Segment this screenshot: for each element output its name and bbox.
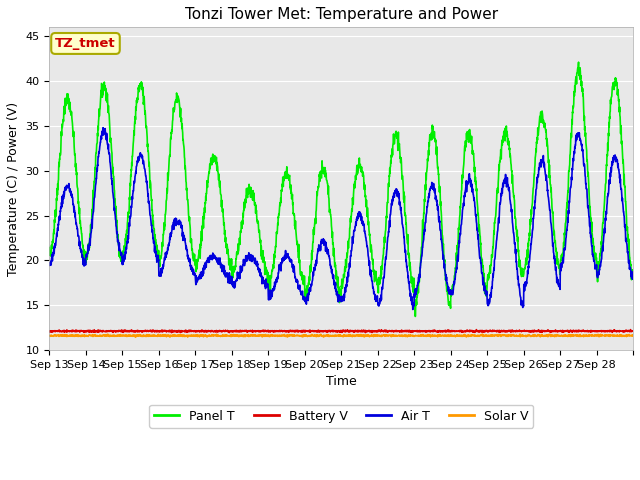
Solar V <box>629 332 637 338</box>
Panel T <box>621 190 629 195</box>
Legend: Panel T, Battery V, Air T, Solar V: Panel T, Battery V, Air T, Solar V <box>149 405 533 428</box>
Panel T <box>376 276 384 282</box>
Panel T <box>575 60 582 65</box>
Solar V <box>104 333 111 338</box>
Battery V <box>377 329 385 335</box>
Panel T <box>550 228 558 234</box>
Line: Battery V: Battery V <box>49 330 633 333</box>
Solar V <box>518 333 525 338</box>
Battery V <box>104 328 111 334</box>
Battery V <box>362 330 369 336</box>
Solar V <box>516 331 524 337</box>
Air T <box>230 281 237 287</box>
Air T <box>99 125 107 131</box>
Battery V <box>518 328 525 334</box>
Solar V <box>621 333 629 338</box>
Solar V <box>184 334 191 340</box>
Solar V <box>550 333 558 339</box>
Solar V <box>45 333 53 338</box>
Solar V <box>230 333 237 338</box>
Panel T <box>230 268 237 274</box>
Panel T <box>412 313 419 319</box>
Air T <box>104 142 112 148</box>
Battery V <box>230 329 237 335</box>
Panel T <box>518 271 525 277</box>
Line: Air T: Air T <box>49 128 633 310</box>
Solar V <box>377 334 385 339</box>
Air T <box>621 226 629 232</box>
Battery V <box>621 329 628 335</box>
Battery V <box>550 328 558 334</box>
Air T <box>518 298 525 304</box>
Battery V <box>45 329 53 335</box>
Battery V <box>627 327 634 333</box>
X-axis label: Time: Time <box>326 375 356 388</box>
Panel T <box>45 245 53 251</box>
Air T <box>629 273 637 279</box>
Title: Tonzi Tower Met: Temperature and Power: Tonzi Tower Met: Temperature and Power <box>184 7 498 22</box>
Air T <box>550 253 558 259</box>
Air T <box>377 299 385 304</box>
Panel T <box>104 100 111 106</box>
Battery V <box>629 328 637 334</box>
Line: Panel T: Panel T <box>49 62 633 316</box>
Panel T <box>629 272 637 277</box>
Air T <box>409 307 417 312</box>
Air T <box>45 263 53 268</box>
Line: Solar V: Solar V <box>49 334 633 337</box>
Text: TZ_tmet: TZ_tmet <box>55 37 116 50</box>
Y-axis label: Temperature (C) / Power (V): Temperature (C) / Power (V) <box>7 102 20 276</box>
